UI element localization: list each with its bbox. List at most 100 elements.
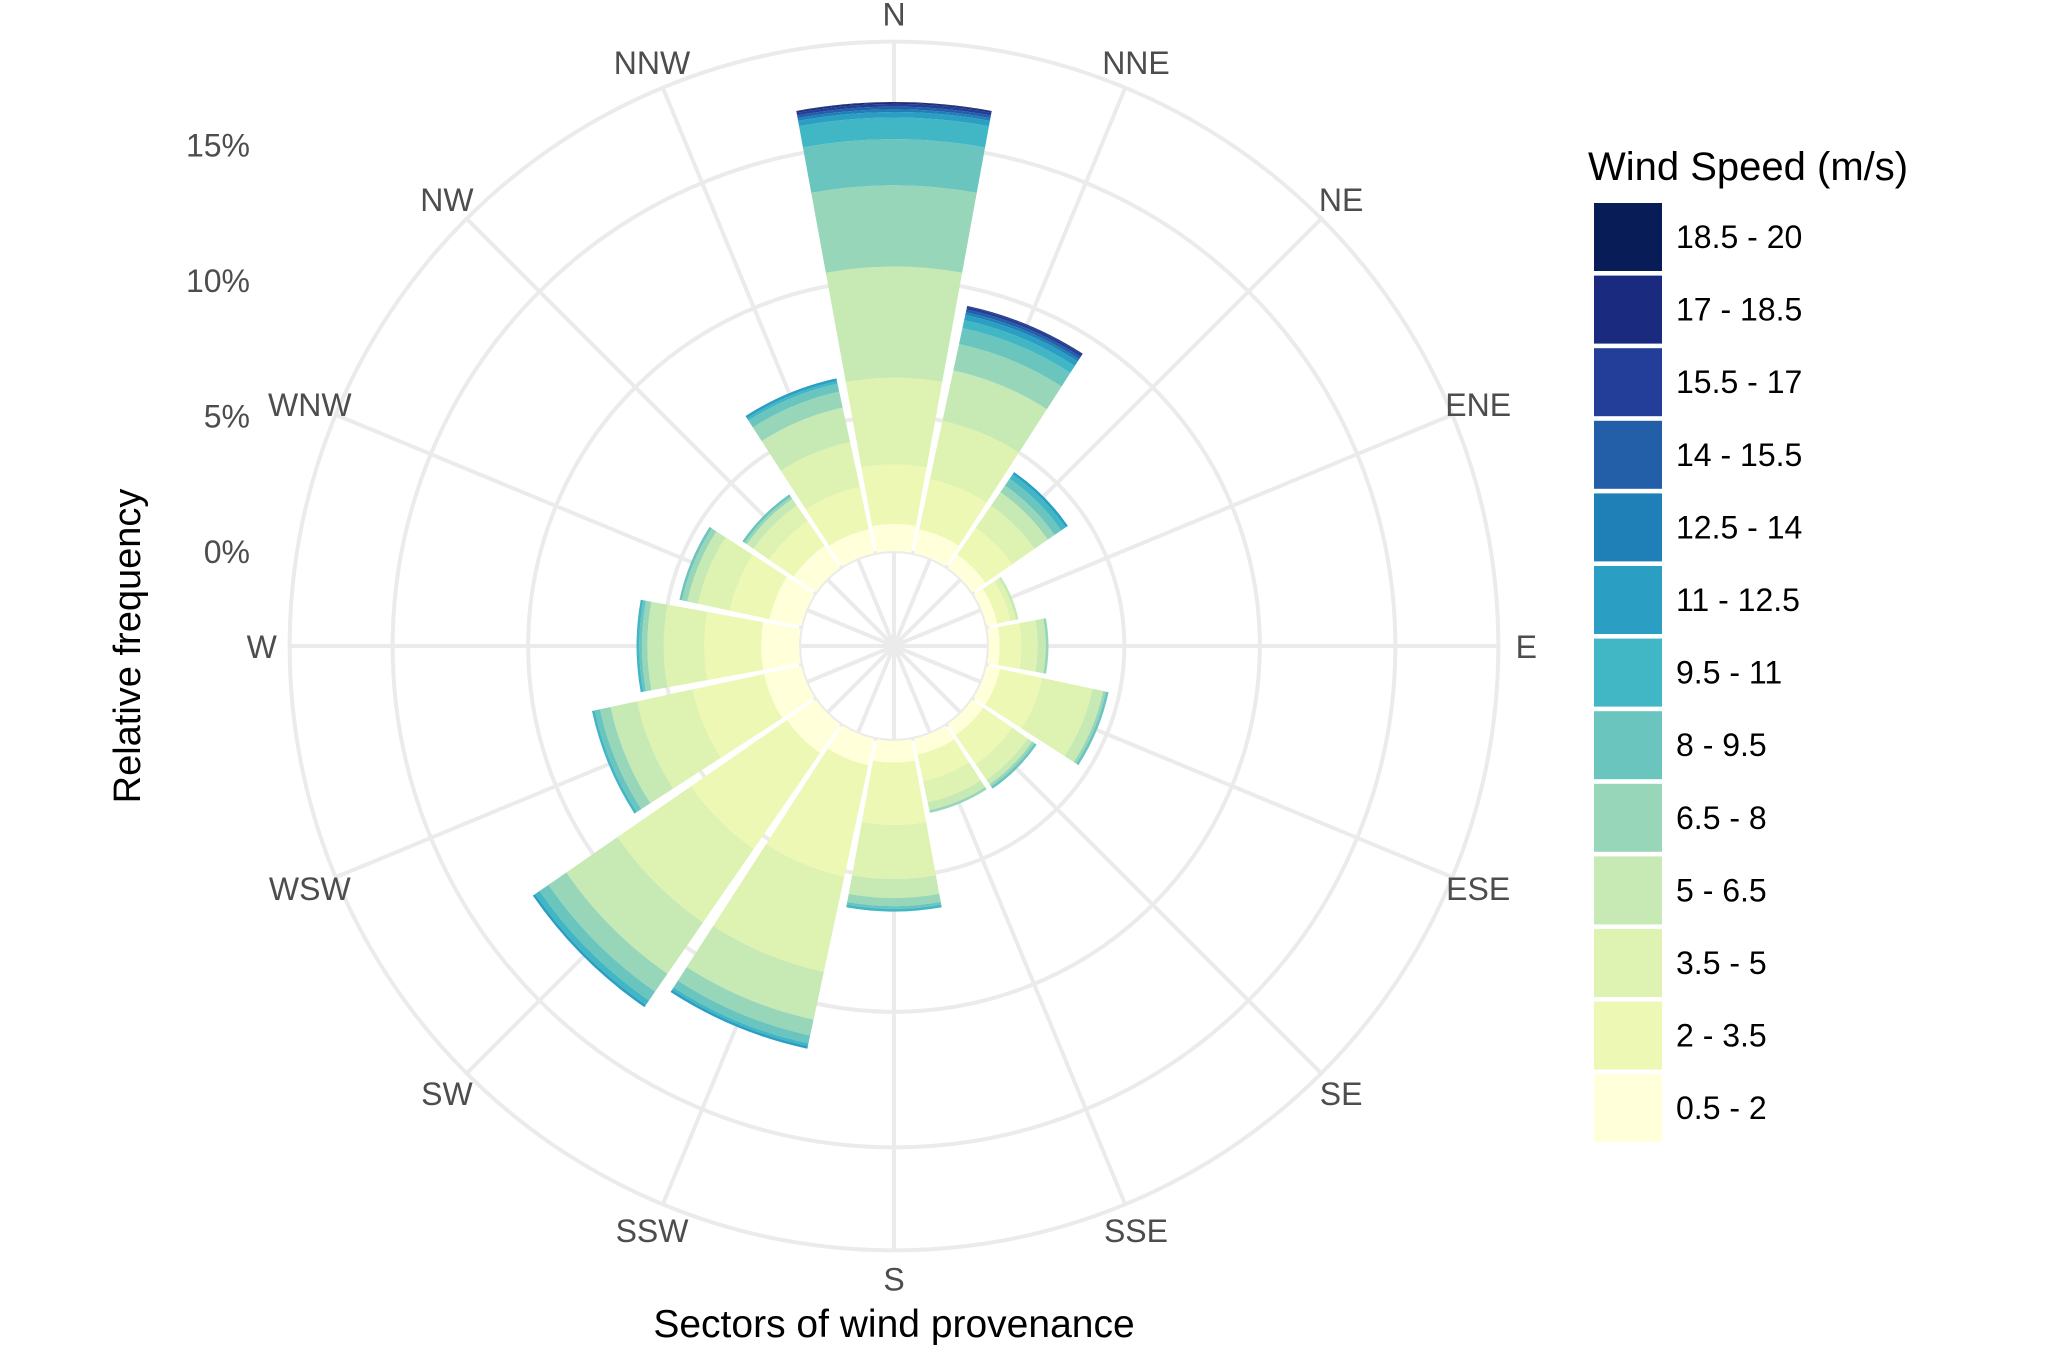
legend-swatch <box>1594 783 1662 852</box>
bar-segment-n <box>796 102 992 113</box>
bar-segment-nnw <box>805 487 869 546</box>
bar-segment-sw <box>535 890 650 1005</box>
bar-segment-n <box>825 266 963 383</box>
bar-segment-ssw <box>677 967 814 1036</box>
bar-segment-sw <box>691 719 821 849</box>
bar-segment-s <box>846 901 942 909</box>
direction-label: N <box>882 0 905 33</box>
bar-segment-nne <box>965 312 1080 362</box>
bar-segment-nw <box>769 521 825 577</box>
bar-segment-ne <box>991 492 1048 549</box>
direction-label: WNW <box>268 387 352 423</box>
direction-label: SSW <box>616 1213 690 1249</box>
bar-segment-nw <box>793 545 841 593</box>
bar-segment-s <box>873 739 915 763</box>
direction-label: SW <box>421 1076 473 1112</box>
bar-segment-sse <box>913 725 955 755</box>
bar-segment-w <box>636 599 644 693</box>
bar-segment-n <box>796 102 992 112</box>
bar-segment-nne <box>929 420 1019 503</box>
bar-segment-wsw <box>692 673 783 758</box>
bar-segment-s <box>861 760 927 825</box>
bar-segment-nne <box>962 320 1075 373</box>
legend-items: 18.5 - 20 17 - 18.5 15.5 - 17 14 - 15.5 12.5… <box>1594 203 1802 1143</box>
grid-outer-circle <box>287 39 1501 1253</box>
bar-segment-ese <box>1076 691 1109 766</box>
bar-segment-n <box>799 117 989 148</box>
bar-segment-wnw <box>697 537 753 611</box>
bar-segment-n <box>845 377 943 468</box>
x-axis-title: Sectors of wind provenance <box>653 1303 1134 1346</box>
direction-label: WSW <box>269 871 352 907</box>
bar-segment-nnw <box>780 442 860 510</box>
bar-segment-wsw <box>637 689 721 789</box>
legend-label: 14 - 15.5 <box>1676 437 1802 473</box>
bar-segment-s <box>852 821 936 880</box>
bar-segment-sw <box>548 872 668 992</box>
bar-segment-nw <box>753 505 808 560</box>
legend-swatch <box>1594 638 1662 707</box>
bar-segment-wnw <box>687 531 726 604</box>
bar-segment-ne <box>1009 474 1066 531</box>
direction-label: NNE <box>1102 45 1170 81</box>
bar-segment-nne <box>964 314 1078 366</box>
y-axis-title: Relative frequency <box>107 489 149 804</box>
legend-label: 6.5 - 8 <box>1676 800 1767 836</box>
legend-label: 18.5 - 20 <box>1676 219 1802 255</box>
bar-segment-se <box>986 738 1033 785</box>
wind-rose-bars <box>532 102 1109 1049</box>
bar-segment-ese <box>1073 691 1106 764</box>
bar-segment-n <box>802 139 986 193</box>
legend-label: 12.5 - 14 <box>1676 509 1802 545</box>
legend-swatch <box>1594 275 1662 344</box>
bar-segment-wnw <box>679 526 712 601</box>
bar-segment-n <box>861 464 927 527</box>
bar-segment-nw <box>744 496 793 545</box>
legend-swatch <box>1594 711 1662 780</box>
legend-swatch <box>1594 420 1662 489</box>
bar-segment-e <box>997 623 1022 669</box>
direction-label: NW <box>420 182 474 218</box>
legend-swatch <box>1594 348 1662 417</box>
bar-segment-w <box>761 622 801 670</box>
bar-segment-w <box>641 600 652 692</box>
bar-segment-w <box>704 611 764 681</box>
direction-label: NE <box>1319 182 1363 218</box>
legend-swatch <box>1594 566 1662 634</box>
direction-label: ENE <box>1445 387 1511 423</box>
bar-segment-sw <box>617 786 754 923</box>
bar-segment-ssw <box>686 926 824 1020</box>
bar-segment-ssw <box>827 725 875 766</box>
bar-segment-ese <box>973 665 1000 705</box>
bar-segment-ene <box>973 588 998 627</box>
bar-segment-ese <box>1064 688 1104 763</box>
bar-segment-sse <box>917 739 969 782</box>
bar-segment-w <box>647 601 668 691</box>
bar-segment-ene <box>998 576 1019 620</box>
legend-label: 8 - 9.5 <box>1676 727 1767 763</box>
bar-segment-wnw <box>769 576 815 627</box>
bar-segment-wnw <box>682 528 717 602</box>
bar-segment-nnw <box>761 407 851 471</box>
bar-segment-nne <box>913 529 959 567</box>
radial-tick-label: 0% <box>204 534 250 570</box>
bar-segment-nne <box>942 370 1047 453</box>
bar-segment-s <box>847 893 941 907</box>
bar-segment-ne <box>1000 485 1055 540</box>
bar-segment-w <box>639 600 647 692</box>
bar-segment-wsw <box>591 710 637 814</box>
bar-segment-ene <box>982 581 1011 624</box>
radial-tick-label: 15% <box>186 128 250 164</box>
bar-segment-nne <box>953 343 1062 410</box>
bar-segment-nnw <box>829 529 875 567</box>
legend-swatch <box>1594 856 1662 925</box>
bar-segment-n <box>798 112 990 127</box>
legend-swatch <box>1594 203 1662 271</box>
bar-segment-nw <box>742 494 791 543</box>
bar-segment-nnw <box>748 383 840 428</box>
direction-label: NNW <box>614 45 691 81</box>
bar-segment-e <box>1035 618 1046 674</box>
bar-segment-se <box>991 743 1037 789</box>
bar-segment-wsw <box>764 665 815 719</box>
